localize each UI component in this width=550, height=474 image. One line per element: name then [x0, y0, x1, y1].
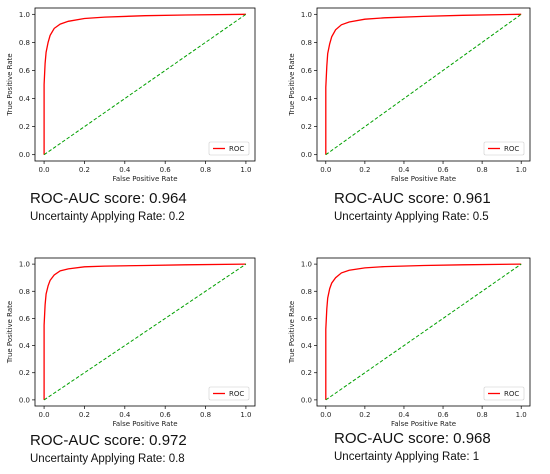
uncertainty-rate: Uncertainty Applying Rate: 0.5 — [334, 211, 489, 223]
x-axis-label: False Positive Rate — [112, 420, 177, 428]
roc-chart-1: 0.0 0.2 0.4 0.6 0.8 1.0 0.0 0.2 0.4 0.6 0.8 1.0 Fals… — [6, 7, 256, 183]
x-tick-label: 1.0 — [516, 166, 527, 174]
y-tick-label: 0.4 — [301, 95, 313, 103]
y-tick-label: 0.2 — [301, 123, 312, 131]
y-tick-label: 0.0 — [19, 396, 30, 404]
y-tick-label: 1.0 — [19, 261, 30, 269]
x-tick-label: 0.4 — [398, 411, 410, 419]
x-tick-label: 0.6 — [437, 411, 449, 419]
chance-line — [325, 263, 522, 401]
x-tick-label: 1.0 — [240, 411, 251, 419]
x-tick-label: 0.4 — [119, 166, 131, 174]
x-tick-label: 0.8 — [200, 166, 211, 174]
y-tick-label: 0.2 — [19, 369, 30, 377]
x-tick-label: 0.0 — [320, 411, 331, 419]
y-tick-label: 0.4 — [301, 342, 313, 350]
roc-chart-2: 0.0 0.2 0.4 0.6 0.8 1.0 0.0 0.2 0.4 0.6 0.8 1.0 Fals… — [288, 7, 531, 183]
x-tick-label: 0.8 — [200, 411, 211, 419]
y-axis-label: True Positive Rate — [288, 53, 296, 116]
roc-auc-score: ROC-AUC score: 0.964 — [30, 190, 187, 207]
x-tick-label: 0.2 — [79, 166, 90, 174]
chance-line — [43, 13, 247, 156]
y-axis-label: True Positive Rate — [6, 53, 14, 116]
x-tick-label: 0.4 — [398, 166, 410, 174]
y-tick-label: 1.0 — [301, 261, 312, 269]
roc-panel-2: 0.0 0.2 0.4 0.6 0.8 1.0 0.0 0.2 0.4 0.6 0.8 1.0 Fals… — [282, 0, 550, 237]
y-tick-label: 0.2 — [301, 369, 312, 377]
roc-panel-3: 0.0 0.2 0.4 0.6 0.8 1.0 0.0 0.2 0.4 0.6 0.8 1.0 Fals… — [0, 250, 275, 474]
legend-label: ROC — [504, 390, 519, 398]
x-tick-label: 0.8 — [477, 411, 488, 419]
y-tick-label: 0.8 — [301, 288, 312, 296]
legend-box — [208, 141, 250, 156]
x-axis-label: False Positive Rate — [391, 175, 456, 183]
x-tick-label: 1.0 — [240, 166, 251, 174]
chance-line — [325, 13, 522, 156]
y-tick-label: 0.8 — [19, 39, 30, 47]
y-tick-label: 0.0 — [301, 396, 312, 404]
y-tick-label: 0.2 — [19, 123, 30, 131]
plot-frame — [316, 257, 531, 407]
legend-label: ROC — [229, 145, 244, 153]
x-tick-label: 0.6 — [160, 166, 172, 174]
roc-chart-4: 0.0 0.2 0.4 0.6 0.8 1.0 0.0 0.2 0.4 0.6 0.8 1.0 Fals… — [288, 257, 531, 428]
x-tick-label: 0.0 — [39, 166, 50, 174]
x-tick-label: 0.4 — [119, 411, 131, 419]
x-tick-label: 0.2 — [359, 411, 370, 419]
uncertainty-rate: Uncertainty Applying Rate: 0.8 — [30, 453, 185, 465]
roc-curve — [325, 13, 522, 155]
plot-frame — [34, 257, 256, 407]
y-tick-label: 0.0 — [19, 151, 30, 159]
uncertainty-rate: Uncertainty Applying Rate: 0.2 — [30, 211, 185, 223]
legend-box — [483, 386, 525, 401]
y-axis-label: True Positive Rate — [6, 301, 14, 364]
x-tick-label: 0.2 — [359, 166, 370, 174]
roc-chart-3: 0.0 0.2 0.4 0.6 0.8 1.0 0.0 0.2 0.4 0.6 0.8 1.0 Fals… — [6, 257, 256, 428]
plot-frame — [316, 7, 531, 162]
roc-auc-score: ROC-AUC score: 0.968 — [334, 430, 491, 447]
x-tick-label: 0.8 — [477, 166, 488, 174]
legend-label: ROC — [504, 145, 519, 153]
x-tick-label: 1.0 — [516, 411, 527, 419]
roc-panel-4: 0.0 0.2 0.4 0.6 0.8 1.0 0.0 0.2 0.4 0.6 0.8 1.0 Fals… — [282, 250, 550, 474]
roc-auc-score: ROC-AUC score: 0.972 — [30, 432, 187, 449]
legend-label: ROC — [229, 390, 244, 398]
roc-panel-1: 0.0 0.2 0.4 0.6 0.8 1.0 0.0 0.2 0.4 0.6 0.8 1.0 Fals… — [0, 0, 275, 237]
roc-auc-score: ROC-AUC score: 0.961 — [334, 190, 491, 207]
plot-frame — [34, 7, 256, 162]
x-axis-label: False Positive Rate — [112, 175, 177, 183]
roc-curve — [43, 263, 246, 400]
y-tick-label: 0.8 — [19, 288, 30, 296]
x-tick-label: 0.6 — [437, 166, 449, 174]
x-tick-label: 0.0 — [39, 411, 50, 419]
y-axis-label: True Positive Rate — [288, 301, 296, 364]
y-tick-label: 0.6 — [19, 67, 31, 75]
legend-box — [208, 386, 250, 401]
roc-curve — [43, 13, 246, 155]
y-tick-label: 0.6 — [301, 315, 313, 323]
y-tick-label: 0.0 — [301, 151, 312, 159]
y-tick-label: 1.0 — [19, 11, 30, 19]
y-tick-label: 0.4 — [19, 342, 31, 350]
x-tick-label: 0.6 — [160, 411, 172, 419]
y-tick-label: 0.6 — [19, 315, 31, 323]
x-tick-label: 0.2 — [79, 411, 90, 419]
chance-line — [43, 263, 247, 401]
legend-box — [483, 141, 525, 156]
roc-curve — [325, 263, 522, 400]
y-tick-label: 0.8 — [301, 39, 312, 47]
x-axis-label: False Positive Rate — [391, 420, 456, 428]
x-tick-label: 0.0 — [320, 166, 331, 174]
uncertainty-rate: Uncertainty Applying Rate: 1 — [334, 451, 480, 463]
y-tick-label: 0.4 — [19, 95, 31, 103]
y-tick-label: 1.0 — [301, 11, 312, 19]
y-tick-label: 0.6 — [301, 67, 313, 75]
